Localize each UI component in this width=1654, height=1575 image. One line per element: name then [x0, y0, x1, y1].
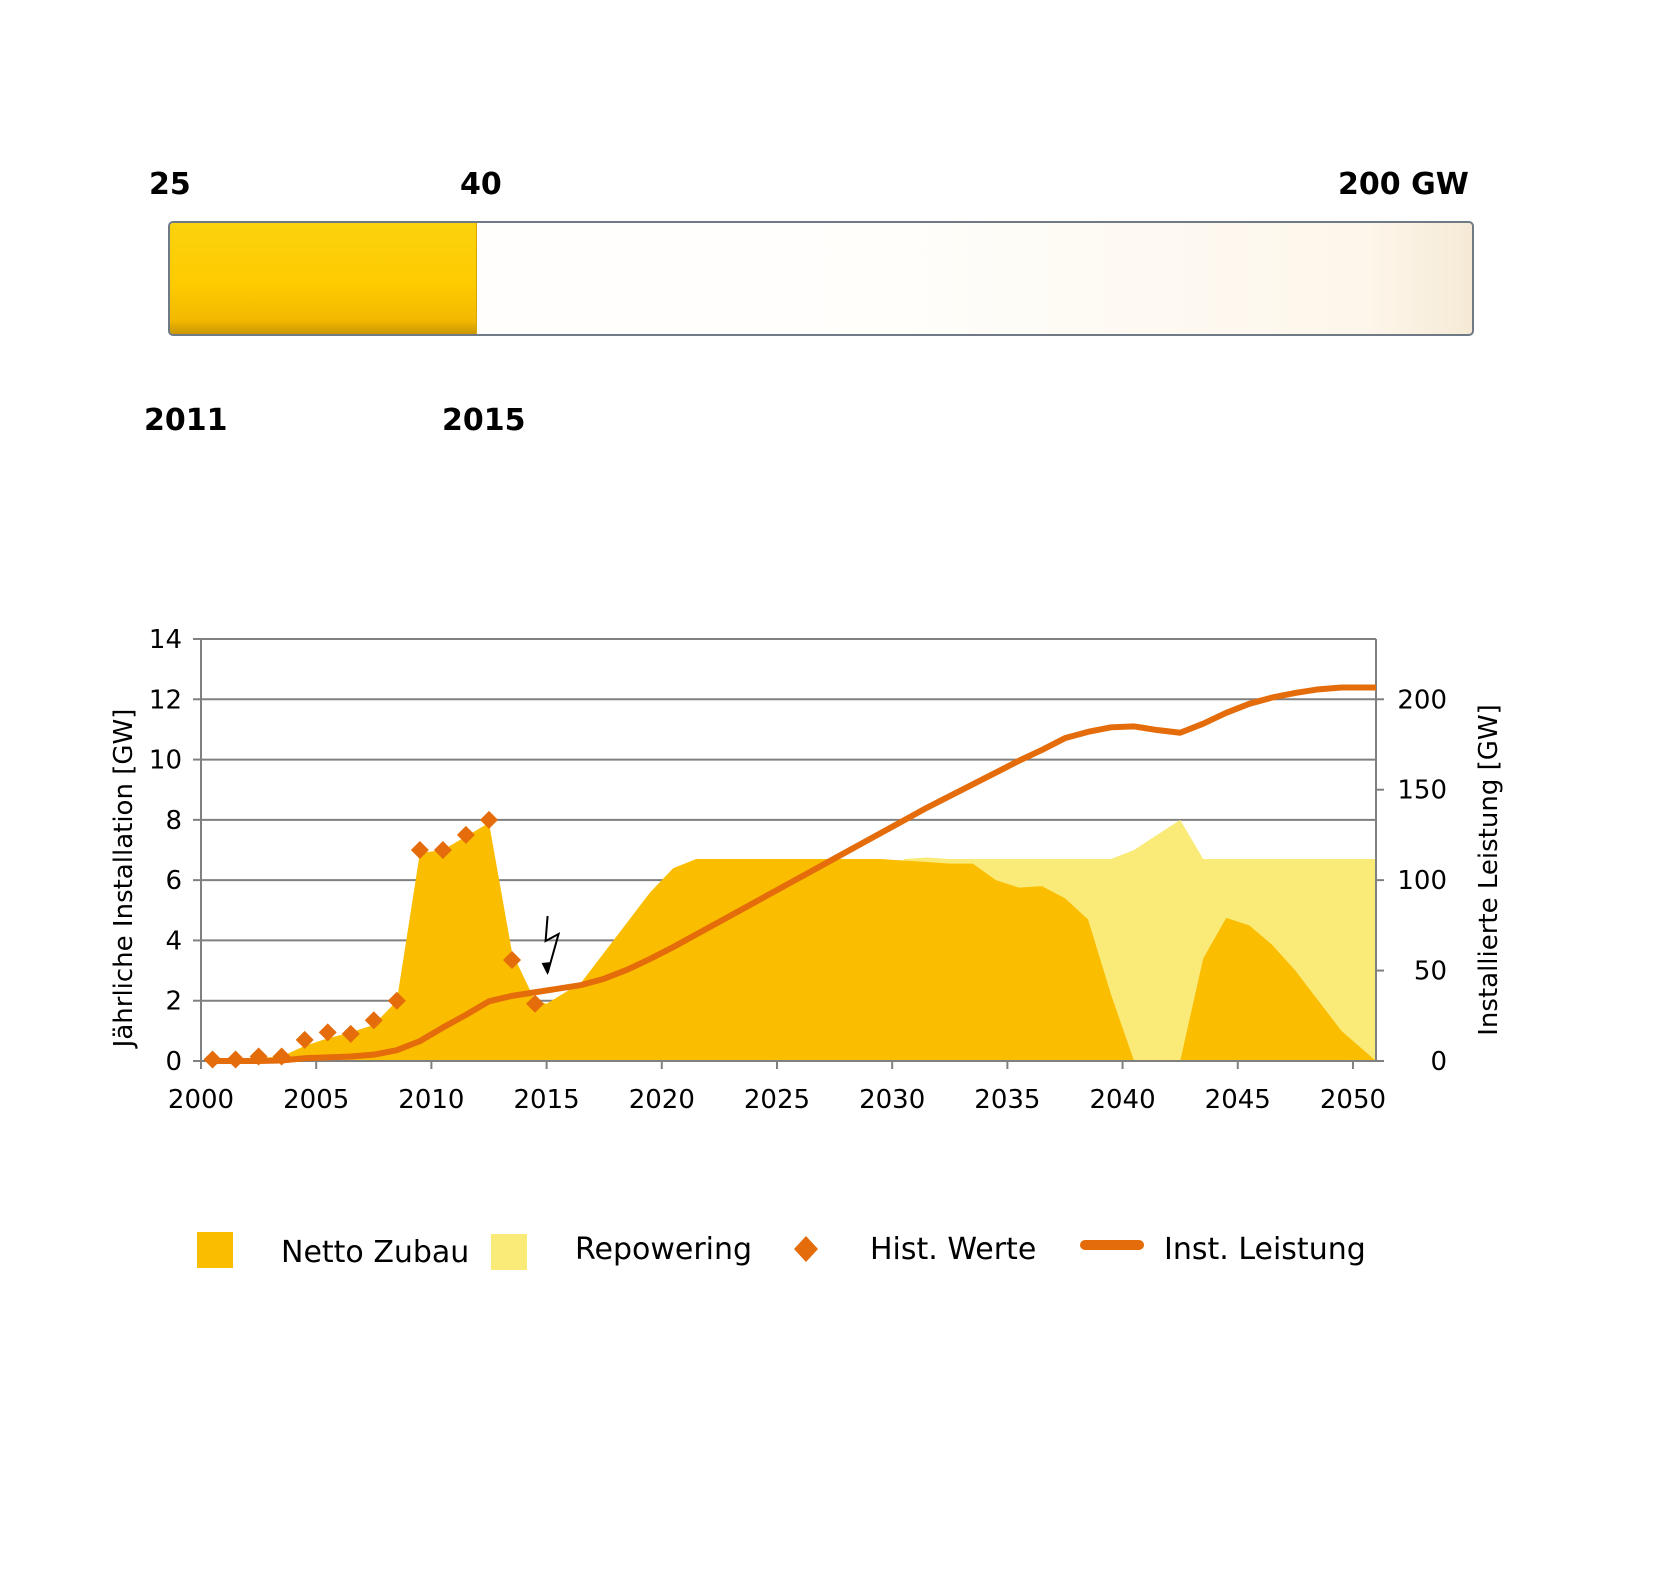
- legend-label-hist: Hist. Werte: [870, 1232, 1036, 1267]
- legend-label-repowering: Repowering: [575, 1232, 752, 1267]
- hist-marker-2003.5: [272, 1047, 291, 1066]
- progress-value-target: 200 GW: [1338, 167, 1469, 202]
- progress-bar: [168, 221, 1474, 336]
- x-tick-label-2030: 2030: [859, 1085, 925, 1115]
- legend: Netto Zubau Repowering Hist. Werte Inst.…: [197, 1232, 1366, 1270]
- y-right-tick-label-200: 200: [1397, 685, 1447, 715]
- hist-marker-2013.5: [503, 951, 522, 970]
- netto-zubau-area: [212, 822, 1376, 1061]
- hist-marker-2004.5: [295, 1030, 314, 1049]
- lightning-arrowhead-icon: [541, 962, 552, 975]
- y-left-tick-label-4: 4: [165, 926, 182, 956]
- legend-marker-hist: [794, 1236, 818, 1262]
- progress-value-start: 25: [149, 167, 191, 202]
- hist-marker-2010.5: [433, 841, 452, 859]
- x-tick-label-2020: 2020: [629, 1085, 695, 1115]
- progress-bar-fill: [170, 223, 477, 334]
- y-left-tick-label-0: 0: [165, 1047, 182, 1077]
- y-left-tick-label-6: 6: [165, 866, 182, 896]
- y-axis-right-title: Installierte Leistung [GW]: [1474, 704, 1504, 1036]
- x-tick-label-2025: 2025: [744, 1085, 810, 1115]
- hist-marker-2002.5: [249, 1047, 268, 1066]
- lightning-bolt-icon: [544, 915, 561, 974]
- legend-swatch-netto: [197, 1232, 233, 1268]
- y-right-tick-label-0: 0: [1430, 1047, 1447, 1077]
- hist-marker-2007.5: [364, 1011, 383, 1030]
- tick-labels: 2000 2005 2010 2015 2020 2025 2030 2035 2040 2045…: [149, 625, 1447, 1115]
- y-axis-left-title: Jährliche Installation [GW]: [109, 709, 139, 1050]
- hist-marker-2009.5: [410, 841, 429, 859]
- x-tick-label-2045: 2045: [1205, 1085, 1271, 1115]
- progress-year-current: 2015: [442, 403, 526, 438]
- x-tick-label-2040: 2040: [1089, 1085, 1155, 1115]
- x-tick-label-2005: 2005: [283, 1085, 349, 1115]
- legend-label-leistung: Inst. Leistung: [1164, 1232, 1366, 1267]
- hist-marker-2000.5: [203, 1050, 222, 1069]
- legend-swatch-repowering: [491, 1234, 527, 1270]
- y-right-tick-label-100: 100: [1397, 866, 1447, 896]
- inst-leistung-line: [212, 684, 1376, 1064]
- hist-marker-2012.5: [479, 810, 498, 829]
- y-left-tick-label-10: 10: [149, 746, 182, 776]
- legend-label-netto: Netto Zubau: [281, 1235, 469, 1270]
- progress-year-start: 2011: [144, 403, 228, 438]
- y-left-tick-label-2: 2: [165, 987, 182, 1017]
- hist-marker-2014.5: [526, 994, 545, 1013]
- x-tick-label-2010: 2010: [398, 1085, 464, 1115]
- x-tick-label-2050: 2050: [1320, 1085, 1386, 1115]
- x-tick-label-2015: 2015: [514, 1085, 580, 1115]
- y-right-tick-label-150: 150: [1397, 776, 1447, 806]
- hist-marker-2006.5: [341, 1024, 360, 1043]
- x-tick-label-2035: 2035: [974, 1085, 1040, 1115]
- y-left-tick-label-12: 12: [149, 685, 182, 715]
- axes: [193, 638, 1384, 1069]
- hist-marker-2008.5: [387, 991, 406, 1010]
- hist-marker-2005.5: [318, 1023, 337, 1042]
- y-left-tick-label-14: 14: [149, 625, 182, 655]
- hist-marker-2001.5: [226, 1050, 245, 1069]
- progress-value-current: 40: [460, 167, 502, 202]
- hist-marker-2011.5: [456, 825, 475, 844]
- y-right-tick-label-50: 50: [1414, 957, 1447, 987]
- y-left-tick-label-8: 8: [165, 806, 182, 836]
- hist-werte-markers: [203, 810, 545, 1069]
- x-tick-label-2000: 2000: [168, 1085, 234, 1115]
